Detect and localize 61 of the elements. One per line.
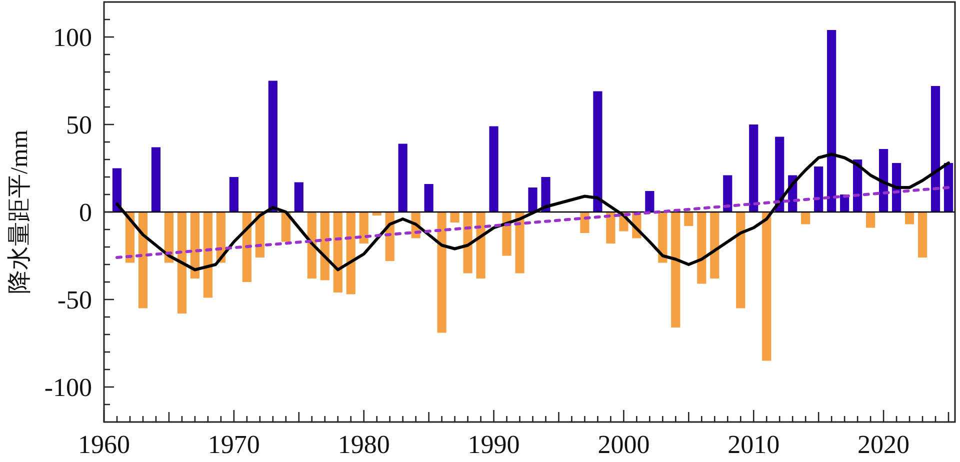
bar	[775, 136, 784, 212]
bar	[450, 212, 460, 222]
bar	[190, 212, 200, 278]
bar	[645, 191, 654, 212]
y-tick-label: 100	[53, 23, 92, 52]
x-tick-label: 1990	[468, 430, 520, 459]
bar	[736, 212, 746, 308]
bar	[723, 175, 732, 212]
bar	[658, 212, 668, 263]
bar	[671, 212, 680, 328]
y-tick-label: 0	[79, 198, 92, 227]
bar	[878, 149, 888, 212]
bar	[463, 212, 472, 274]
bar	[151, 147, 161, 212]
x-tick-label: 1980	[338, 430, 390, 459]
bar	[684, 212, 694, 226]
bar	[904, 212, 914, 224]
bar	[320, 212, 330, 280]
bar	[268, 80, 278, 212]
bar	[593, 91, 602, 212]
bar	[515, 212, 524, 274]
y-tick-label: 50	[66, 110, 92, 140]
y-axis-title: 降水量距平/mm	[7, 130, 33, 294]
bar	[827, 30, 836, 212]
bar	[502, 212, 512, 256]
bar	[359, 212, 368, 244]
bar	[333, 212, 342, 292]
bar	[866, 212, 876, 228]
bar	[918, 212, 928, 258]
y-tick-label: -100	[44, 373, 92, 402]
bar	[944, 163, 954, 212]
bar	[294, 182, 304, 212]
bar	[814, 166, 824, 212]
bar	[801, 212, 810, 224]
bar	[476, 212, 486, 278]
x-tick-label: 1970	[208, 430, 260, 459]
bar	[528, 188, 538, 212]
bar	[697, 212, 706, 284]
bar	[930, 86, 940, 212]
bar	[307, 212, 316, 278]
bar	[749, 124, 758, 212]
bar	[762, 212, 772, 361]
bar	[177, 212, 186, 314]
bar	[281, 212, 290, 242]
x-tick-label: 2000	[598, 430, 650, 459]
bar	[710, 212, 720, 278]
line-series	[115, 152, 950, 272]
x-tick-label: 2010	[728, 430, 780, 459]
x-tick-label: 2020	[858, 430, 910, 459]
bar	[606, 212, 616, 244]
bar	[346, 212, 356, 294]
bar	[398, 144, 408, 212]
bar	[229, 177, 238, 212]
bar	[424, 184, 434, 212]
y-tick-label: -50	[57, 286, 92, 314]
x-tick-label: 1960	[78, 430, 130, 459]
bar	[138, 212, 148, 308]
bar	[437, 212, 446, 333]
bar	[112, 168, 122, 212]
bar	[489, 126, 498, 212]
bar	[203, 212, 212, 298]
